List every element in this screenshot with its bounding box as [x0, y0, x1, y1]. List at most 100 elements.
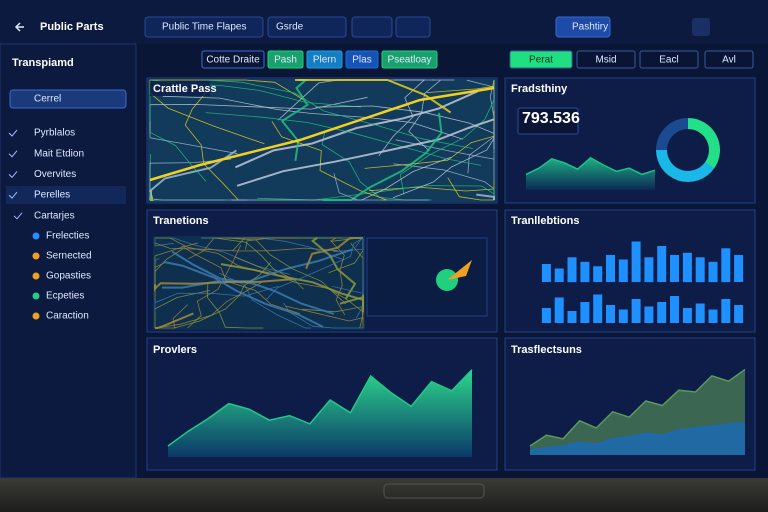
donut-slice: [688, 117, 721, 169]
check-icon: [8, 171, 18, 179]
bar: [593, 266, 603, 282]
bar: [554, 268, 564, 282]
bar: [695, 303, 705, 323]
map-road: [149, 149, 237, 201]
map-road: [295, 79, 452, 114]
map-road: [330, 237, 346, 316]
map-road: [181, 245, 301, 315]
filter-label: Plern: [313, 55, 336, 66]
sidebar: [0, 43, 137, 479]
panel-title: Tranllebtions: [511, 215, 579, 227]
legend-dot: [32, 232, 40, 240]
filter-label: Plas: [352, 55, 371, 66]
icon-button[interactable]: [716, 18, 734, 36]
map-road: [173, 261, 272, 329]
tool-button[interactable]: [395, 16, 431, 38]
kpi-box: [517, 107, 579, 135]
map-road: [153, 198, 248, 201]
map-road: [408, 79, 455, 152]
dropdown[interactable]: [144, 16, 264, 38]
bar: [541, 264, 551, 282]
nav-item[interactable]: Perelles: [34, 190, 70, 201]
bar: [721, 248, 731, 283]
map-road: [226, 237, 347, 305]
icon-button[interactable]: [618, 18, 636, 36]
nav-subitem[interactable]: Caraction: [46, 311, 89, 322]
map-road: [333, 173, 429, 201]
area-line: [529, 368, 746, 447]
map-road: [207, 282, 264, 329]
tab[interactable]: [639, 50, 699, 69]
check-icon: [8, 129, 18, 137]
nav-subitem[interactable]: Frelecties: [46, 231, 89, 242]
primary-button-label: Pashtiry: [572, 22, 608, 33]
tab-label: Msid: [595, 55, 616, 66]
map-inset: [366, 237, 488, 317]
map-road: [266, 237, 364, 300]
tool-button[interactable]: [351, 16, 393, 38]
nav-item[interactable]: Mait Etdion: [34, 148, 84, 159]
legend-dot: [32, 292, 40, 300]
area: [168, 369, 472, 457]
bar: [708, 309, 718, 323]
nav-item[interactable]: Cartarjes: [34, 210, 75, 221]
tab-label: Perat: [529, 55, 553, 66]
map-road: [154, 242, 198, 293]
area-line: [167, 369, 473, 447]
nav-item[interactable]: Pyrblalos: [34, 128, 75, 139]
map-road: [154, 278, 294, 292]
bar: [708, 261, 718, 283]
legend-dot: [32, 312, 40, 320]
kpi-value: 793.536: [522, 110, 580, 127]
icon-button[interactable]: [668, 18, 686, 36]
bar: [606, 305, 615, 323]
bar: [567, 257, 577, 283]
icon-button[interactable]: [642, 18, 660, 36]
bar: [734, 255, 744, 282]
map-road: [155, 237, 269, 275]
filter-label: Pseatloay: [388, 55, 432, 66]
area-line: [529, 421, 746, 452]
panel-title: Fradsthiny: [511, 83, 568, 95]
panel-title: Crattle Pass: [153, 83, 217, 95]
nav-subitem[interactable]: Sernected: [46, 251, 92, 262]
icon-button[interactable]: [692, 18, 710, 36]
map-road: [392, 115, 495, 199]
tab[interactable]: [509, 50, 573, 69]
map-road: [149, 158, 232, 192]
selected-item[interactable]: [9, 89, 127, 109]
filter-button[interactable]: [201, 50, 265, 69]
map-road: [426, 80, 495, 93]
tab[interactable]: [576, 50, 636, 69]
filter-button[interactable]: [306, 50, 343, 69]
bar: [670, 296, 679, 323]
primary-button[interactable]: [555, 16, 611, 38]
nav-subitem[interactable]: Gopasties: [46, 271, 91, 282]
search-text: Gsrde: [276, 22, 304, 33]
bar: [631, 241, 641, 282]
filter-label: Pash: [274, 55, 297, 66]
nav-item[interactable]: Overvites: [34, 169, 76, 180]
map-road: [154, 290, 211, 328]
icon-button[interactable]: [740, 18, 758, 36]
map-road: [149, 121, 238, 155]
search-box[interactable]: [267, 16, 347, 38]
back-button[interactable]: [14, 22, 24, 32]
map-road: [234, 90, 479, 169]
map-road: [187, 245, 242, 329]
nav-subitem[interactable]: Ecpeties: [46, 291, 84, 302]
bar: [618, 309, 628, 323]
filter-button[interactable]: [267, 50, 304, 69]
filter-button[interactable]: [381, 50, 438, 69]
bar: [606, 255, 615, 282]
bar: [580, 261, 590, 283]
tab-label: Eacl: [659, 55, 678, 66]
tab[interactable]: [704, 50, 754, 69]
map-road: [154, 238, 174, 247]
map-road: [204, 79, 473, 149]
bar: [567, 311, 577, 323]
tab-label: Avl: [722, 55, 736, 66]
bar: [734, 305, 744, 323]
filter-button[interactable]: [345, 50, 379, 69]
bar: [682, 252, 692, 283]
